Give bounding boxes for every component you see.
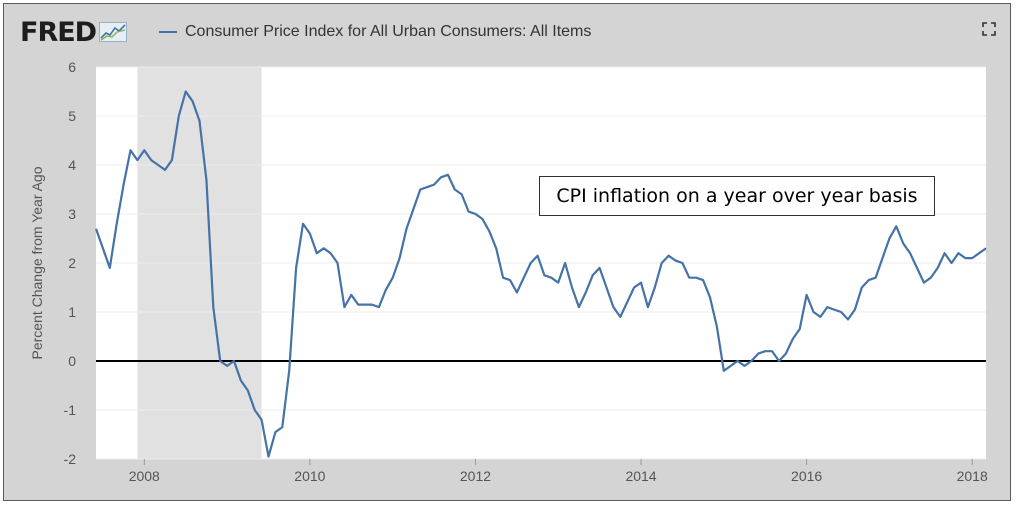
y-tick-label: 2: [68, 255, 76, 271]
x-tick-label: 2018: [957, 468, 988, 484]
chart-legend: Consumer Price Index for All Urban Consu…: [159, 23, 591, 41]
y-tick-label: 4: [68, 157, 76, 173]
line-chart: -2 -1 0 1 2 3 4 5 6 2008 2010 2012 2014 2016 2018 Perce…: [29, 59, 988, 484]
expand-icon[interactable]: [982, 22, 996, 41]
x-tick-label: 2010: [294, 468, 325, 484]
x-tick-label: 2012: [460, 468, 491, 484]
y-tick-label: -2: [64, 451, 77, 467]
y-tick-label: 1: [68, 304, 76, 320]
chart-frame: FRED Consumer Price Index for All Urban …: [3, 3, 1011, 501]
logo-text: FRED: [20, 16, 97, 48]
legend-swatch: [159, 31, 177, 33]
y-tick-label: -1: [64, 402, 77, 418]
chart-line-icon: [99, 21, 128, 47]
chart-header: FRED Consumer Price Index for All Urban …: [4, 4, 1010, 60]
legend-label: Consumer Price Index for All Urban Consu…: [185, 23, 592, 40]
fred-logo[interactable]: FRED: [20, 16, 128, 48]
x-tick-label: 2014: [625, 468, 656, 484]
x-tick-label: 2008: [129, 468, 160, 484]
y-tick-label: 6: [68, 59, 76, 75]
y-tick-label: 5: [68, 108, 76, 124]
y-axis-label: Percent Change from Year Ago: [29, 166, 45, 359]
x-tick-label: 2016: [791, 468, 822, 484]
y-tick-label: 3: [68, 206, 76, 222]
series-line: [94, 90, 987, 458]
y-tick-label: 0: [68, 353, 76, 369]
chart-annotation: CPI inflation on a year over year basis: [539, 176, 935, 216]
